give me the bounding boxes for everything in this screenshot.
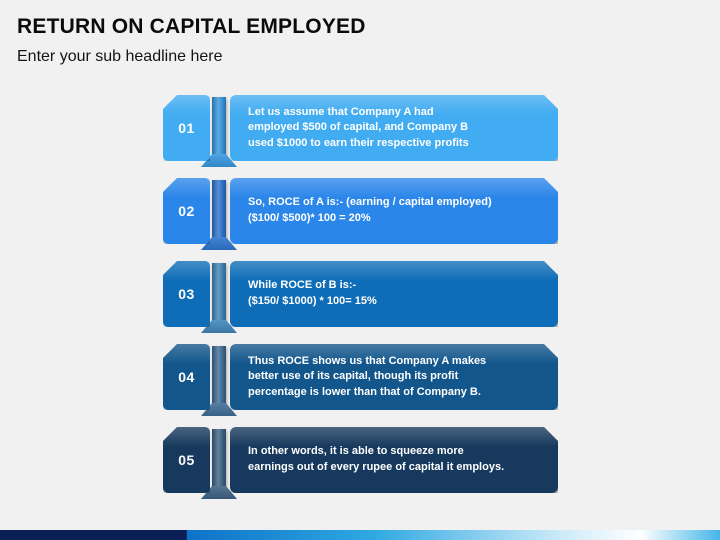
step-connector-base bbox=[201, 154, 237, 167]
step-number: 01 bbox=[178, 120, 195, 136]
step-text-box: So, ROCE of A is:- (earning / capital em… bbox=[230, 178, 558, 244]
step-row-03: 03 While ROCE of B is:- ($150/ $1000) * … bbox=[163, 261, 558, 327]
step-number: 03 bbox=[178, 286, 195, 302]
step-connector-base bbox=[201, 320, 237, 333]
step-number-box: 05 bbox=[163, 427, 210, 493]
step-number: 05 bbox=[178, 452, 195, 468]
step-number-box: 03 bbox=[163, 261, 210, 327]
step-connector-base bbox=[201, 237, 237, 250]
step-connector-post bbox=[212, 429, 226, 487]
step-connector-post bbox=[212, 180, 226, 238]
step-text: While ROCE of B is:- ($150/ $1000) * 100… bbox=[248, 279, 377, 307]
step-text: So, ROCE of A is:- (earning / capital em… bbox=[248, 196, 492, 224]
step-number-box: 04 bbox=[163, 344, 210, 410]
step-row-01: 01 Let us assume that Company A had empl… bbox=[163, 95, 558, 161]
step-row-02: 02 So, ROCE of A is:- (earning / capital… bbox=[163, 178, 558, 244]
step-connector-post bbox=[212, 346, 226, 404]
step-connector-post bbox=[212, 263, 226, 321]
step-number-box: 02 bbox=[163, 178, 210, 244]
step-text-box: Thus ROCE shows us that Company A makes … bbox=[230, 344, 558, 410]
step-connector-base bbox=[201, 486, 237, 499]
slide-subtitle: Enter your sub headline here bbox=[17, 48, 223, 65]
step-connector-base bbox=[201, 403, 237, 416]
footer-accent-bar bbox=[0, 530, 720, 540]
step-row-05: 05 In other words, it is able to squeeze… bbox=[163, 427, 558, 493]
step-text: Let us assume that Company A had employe… bbox=[248, 105, 469, 149]
step-number-box: 01 bbox=[163, 95, 210, 161]
step-text: Thus ROCE shows us that Company A makes … bbox=[248, 354, 487, 398]
step-row-04: 04 Thus ROCE shows us that Company A mak… bbox=[163, 344, 558, 410]
step-number: 04 bbox=[178, 369, 195, 385]
step-text-box: Let us assume that Company A had employe… bbox=[230, 95, 558, 161]
slide-title: RETURN ON CAPITAL EMPLOYED bbox=[17, 15, 366, 38]
step-text-box: While ROCE of B is:- ($150/ $1000) * 100… bbox=[230, 261, 558, 327]
step-connector-post bbox=[212, 97, 226, 155]
step-text: In other words, it is able to squeeze mo… bbox=[248, 445, 505, 473]
step-number: 02 bbox=[178, 203, 195, 219]
step-text-box: In other words, it is able to squeeze mo… bbox=[230, 427, 558, 493]
